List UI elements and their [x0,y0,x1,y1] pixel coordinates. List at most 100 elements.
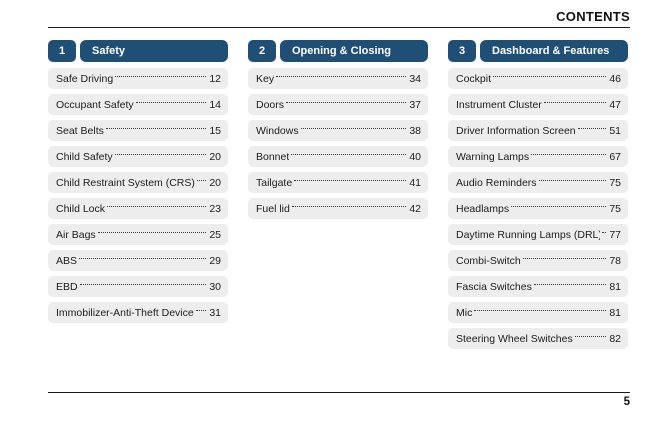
toc-item-page: 42 [409,202,421,215]
toc-item-label: Headlamps [456,202,510,215]
toc-item-page: 23 [209,202,221,215]
toc-item-label: Fuel lid [256,202,290,215]
toc-item: Seat Belts 15 [48,120,228,141]
toc-item-page: 29 [209,254,221,267]
toc-item-page: 40 [409,150,421,163]
dotted-leader [196,180,207,181]
toc-item: ABS 29 [48,250,228,271]
dotted-leader [291,154,407,155]
section-number-badge: 1 [48,40,76,62]
toc-item-label: Warning Lamps [456,150,530,163]
toc-item: Cockpit 46 [448,68,628,89]
toc-item: Daytime Running Lamps (DRL) 77 [448,224,628,245]
toc-item-label: Key [256,72,275,85]
toc-item-label: Fascia Switches [456,280,532,293]
toc-item-page: 41 [409,176,421,189]
toc-item-page: 25 [209,228,221,241]
toc-item: Child Lock 23 [48,198,228,219]
toc-item: Headlamps 75 [448,198,628,219]
toc-item: Audio Reminders 75 [448,172,628,193]
toc-item-page: 15 [209,124,221,137]
toc-item-label: Instrument Cluster [456,98,542,111]
section-items: Cockpit 46 Instrument Cluster 47 Driver … [448,68,628,349]
toc-item-label: Safe Driving [56,72,114,85]
toc-item-label: EBD [56,280,78,293]
toc-item-page: 75 [609,202,621,215]
dotted-leader [574,336,607,337]
toc-item-label: Windows [256,124,299,137]
toc-item-label: Tailgate [256,176,293,189]
toc-item-label: Seat Belts [56,124,104,137]
dotted-leader [300,128,407,129]
toc-item-page: 38 [409,124,421,137]
toc-item-page: 37 [409,98,421,111]
toc-item: Combi-Switch 78 [448,250,628,271]
dotted-leader [291,206,407,207]
toc-item-page: 31 [209,306,221,319]
dotted-leader [97,232,207,233]
dotted-leader [195,310,207,311]
dotted-leader [543,102,607,103]
toc-section-safety: 1 Safety Safe Driving 12 Occupant Safety… [48,40,228,354]
toc-item-page: 20 [209,176,221,189]
toc-section-opening-closing: 2 Opening & Closing Key 34 Doors 37 Wind… [248,40,428,354]
toc-item: Key 34 [248,68,428,89]
toc-item-page: 81 [609,306,621,319]
section-items: Key 34 Doors 37 Windows 38 Bonnet 40 Tai… [248,68,428,219]
toc-item: Safe Driving 12 [48,68,228,89]
toc-item-label: Driver Information Screen [456,124,576,137]
toc-item-page: 46 [609,72,621,85]
toc-item: Air Bags 25 [48,224,228,245]
page-number: 5 [623,396,630,408]
toc-item-label: Child Lock [56,202,106,215]
dotted-leader [531,154,607,155]
toc-item: Fuel lid 42 [248,198,428,219]
dotted-leader [114,154,207,155]
toc-item: Warning Lamps 67 [448,146,628,167]
dotted-leader [493,76,607,77]
toc-item-page: 34 [409,72,421,85]
toc-item-page: 12 [209,72,221,85]
toc-item-label: Bonnet [256,150,290,163]
toc-item-page: 51 [609,124,621,137]
dotted-leader [577,128,607,129]
dotted-leader [474,310,607,311]
toc-item: Tailgate 41 [248,172,428,193]
section-header: 2 Opening & Closing [248,40,428,62]
toc-item-label: Doors [256,98,285,111]
toc-item: Steering Wheel Switches 82 [448,328,628,349]
dotted-leader [538,180,607,181]
toc-item-label: Child Safety [56,150,113,163]
page-title: CONTENTS [556,9,630,24]
bottom-rule [48,392,630,393]
toc-item: Child Safety 20 [48,146,228,167]
toc-item-page: 75 [609,176,621,189]
toc-item-page: 77 [609,228,621,241]
top-rule [48,27,630,28]
section-number-badge: 3 [448,40,476,62]
dotted-leader [511,206,607,207]
toc-item: Bonnet 40 [248,146,428,167]
toc-item-label: Air Bags [56,228,96,241]
toc-item-page: 47 [609,98,621,111]
toc-item-label: Cockpit [456,72,492,85]
toc-item: Windows 38 [248,120,428,141]
section-title-badge: Opening & Closing [280,40,428,62]
dotted-leader [79,258,207,259]
toc-item-page: 78 [609,254,621,267]
toc-item-page: 20 [209,150,221,163]
toc-item: Instrument Cluster 47 [448,94,628,115]
toc-item-page: 30 [209,280,221,293]
toc-columns: 1 Safety Safe Driving 12 Occupant Safety… [48,40,630,354]
toc-item-page: 82 [609,332,621,345]
toc-item-page: 14 [209,98,221,111]
section-number-badge: 2 [248,40,276,62]
toc-item-label: Immobilizer-Anti-Theft Device [56,306,194,319]
toc-item-label: Child Restraint System (CRS) [56,176,195,189]
section-items: Safe Driving 12 Occupant Safety 14 Seat … [48,68,228,323]
toc-item-label: Mic [456,306,473,319]
dotted-leader [286,102,407,103]
dotted-leader [522,258,607,259]
toc-item: Mic 81 [448,302,628,323]
